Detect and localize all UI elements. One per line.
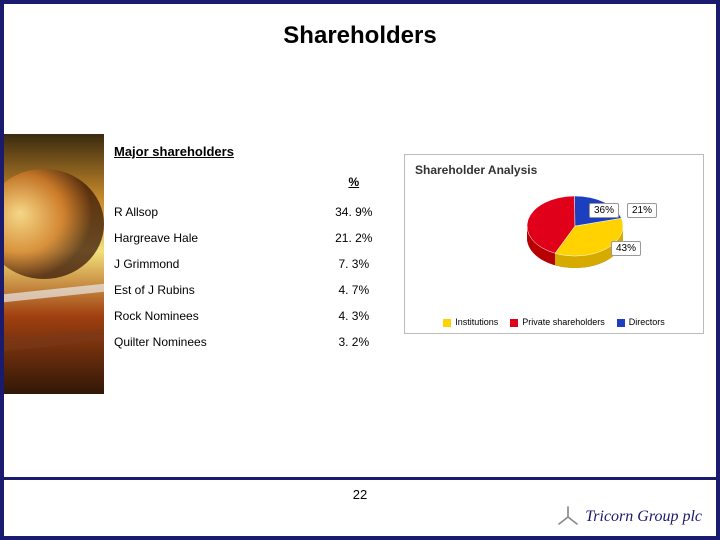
legend-label: Private shareholders — [522, 317, 605, 327]
pie-callout: 21% — [627, 203, 657, 218]
legend-swatch — [443, 319, 451, 327]
shareholder-percent: 4. 7% — [314, 277, 394, 303]
table-header-percent: % — [314, 175, 394, 199]
page-number: 22 — [4, 487, 716, 502]
legend-label: Institutions — [455, 317, 498, 327]
table-row: Est of J Rubins4. 7% — [114, 277, 394, 303]
shareholder-percent: 21. 2% — [314, 225, 394, 251]
section-heading: Major shareholders — [114, 144, 394, 159]
chart-legend: Institutions Private shareholders Director… — [405, 317, 703, 327]
shareholder-percent: 34. 9% — [314, 199, 394, 225]
shareholder-name: Rock Nominees — [114, 303, 314, 329]
legend-swatch — [510, 319, 518, 327]
table-header-name — [114, 175, 314, 199]
chart-title: Shareholder Analysis — [405, 155, 703, 177]
pie-callout: 43% — [611, 241, 641, 256]
table-row: R Allsop34. 9% — [114, 199, 394, 225]
decorative-sidebar-image — [4, 134, 104, 394]
tricorn-icon — [557, 506, 579, 528]
shareholder-analysis-chart: Shareholder Analysis 36% 21% 43% Institu… — [404, 154, 704, 334]
pie-callout: 36% — [589, 203, 619, 218]
shareholder-percent: 7. 3% — [314, 251, 394, 277]
shareholders-table: % R Allsop34. 9%Hargreave Hale21. 2%J Gr… — [114, 175, 394, 355]
shareholder-name: Hargreave Hale — [114, 225, 314, 251]
shareholder-name: Est of J Rubins — [114, 277, 314, 303]
legend-label: Directors — [629, 317, 665, 327]
shareholder-name: R Allsop — [114, 199, 314, 225]
table-row: J Grimmond7. 3% — [114, 251, 394, 277]
table-row: Rock Nominees4. 3% — [114, 303, 394, 329]
shareholder-name: J Grimmond — [114, 251, 314, 277]
legend-item: Private shareholders — [510, 317, 605, 327]
legend-swatch — [617, 319, 625, 327]
logo-text: Tricorn Group plc — [585, 508, 702, 526]
table-row: Hargreave Hale21. 2% — [114, 225, 394, 251]
shareholder-percent: 3. 2% — [314, 329, 394, 355]
company-logo: Tricorn Group plc — [557, 506, 702, 528]
shareholders-section: Major shareholders % R Allsop34. 9%Hargr… — [114, 144, 394, 355]
footer-divider — [4, 477, 716, 480]
shareholder-name: Quilter Nominees — [114, 329, 314, 355]
shareholder-percent: 4. 3% — [314, 303, 394, 329]
legend-item: Institutions — [443, 317, 498, 327]
pie-chart — [515, 181, 675, 281]
page-title: Shareholders — [4, 4, 716, 56]
legend-item: Directors — [617, 317, 665, 327]
table-row: Quilter Nominees3. 2% — [114, 329, 394, 355]
